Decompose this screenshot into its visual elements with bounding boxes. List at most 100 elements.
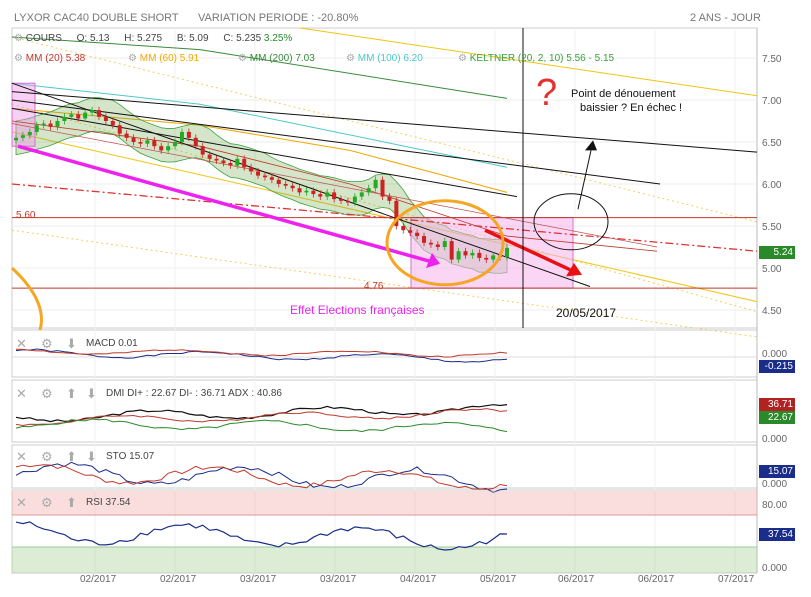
candle-body <box>256 171 261 176</box>
candle-body <box>477 252 482 258</box>
settings-icon[interactable]: ⚙ <box>458 53 467 64</box>
gear-icon[interactable]: ⚙ <box>41 449 53 464</box>
candle-body <box>318 194 323 197</box>
close-icon[interactable]: ✕ <box>16 336 27 351</box>
legend-keltner-label: KELTNER (20, 2, 10) <box>469 53 564 64</box>
candle-body <box>131 137 136 142</box>
black-circle <box>533 193 609 251</box>
macd-label: MACD 0.01 <box>86 338 138 349</box>
legend-cours-label: COURS <box>25 33 62 44</box>
arrow-down-icon[interactable]: ⬇ <box>66 336 77 351</box>
candle-body <box>463 251 468 256</box>
legend-mm100-value: 6.20 <box>403 53 423 64</box>
legend-change: 3.25% <box>263 33 293 44</box>
legend-mm200-label: MM (200) <box>249 53 293 64</box>
legend-cours[interactable]: ⚙ COURS O: 5.13 H: 5.275 B: 5.09 C: 5.23… <box>14 33 292 44</box>
settings-icon[interactable]: ⚙ <box>346 53 355 64</box>
legend-mm60-value: 5.91 <box>179 53 200 64</box>
x-tick-label: 03/2017 <box>240 574 277 585</box>
candle-body <box>380 179 385 197</box>
candle-body <box>401 226 406 231</box>
candle-body <box>214 158 219 161</box>
legend-mm100[interactable]: ⚙ MM (100) 6.20 <box>346 53 423 64</box>
x-tick-label: 06/2017 <box>638 574 675 585</box>
y-tick-label: 5.50 <box>762 222 782 233</box>
legend-mm60-label: MM (60) <box>139 53 177 64</box>
sto-k-line <box>15 461 508 493</box>
black-trend-line <box>11 91 758 153</box>
gear-icon[interactable]: ⚙ <box>41 386 53 401</box>
annotation-point-line2: baissier ? En échec ! <box>580 102 683 114</box>
rsi-axis-top: 80.00 <box>762 500 788 511</box>
last-price-badge: 5.24 <box>759 246 795 259</box>
y-tick-label: 4.50 <box>762 306 782 317</box>
settings-icon[interactable]: ⚙ <box>238 53 247 64</box>
arrow-down-icon[interactable]: ⬇ <box>86 449 97 464</box>
candle-body <box>332 192 337 200</box>
di-minus-line <box>15 408 508 427</box>
close-icon[interactable]: ✕ <box>16 386 27 401</box>
sto-badge: 15.07 <box>759 465 795 478</box>
legend-mm20-value: 5.38 <box>65 53 86 64</box>
legend-mm20[interactable]: ⚙ MM (20) 5.38 <box>14 53 85 64</box>
arrow-up-icon[interactable]: ⬆ <box>66 495 77 510</box>
red-arrow-head <box>566 262 582 277</box>
legend-high: H: 5.275 <box>124 33 163 44</box>
black-arrow-shaft <box>577 150 592 210</box>
black-trend-line <box>11 99 661 185</box>
settings-icon[interactable]: ⚙ <box>14 53 23 64</box>
settings-icon[interactable]: ⚙ <box>14 33 23 44</box>
candle-body <box>262 175 267 178</box>
pink-zone-right <box>410 217 574 289</box>
macd-signal-line <box>15 348 508 358</box>
panel-frame <box>11 444 758 489</box>
legend-mm20-label: MM (20) <box>25 53 63 64</box>
candle-body <box>179 131 184 142</box>
candle-body <box>325 192 330 197</box>
settings-icon[interactable]: ⚙ <box>128 53 137 64</box>
legend-mm200[interactable]: ⚙ MM (200) 7.03 <box>238 53 315 64</box>
gear-icon[interactable]: ⚙ <box>41 336 53 351</box>
candle-body <box>442 241 447 247</box>
trend-line-yellow <box>11 131 758 303</box>
candle-body <box>69 114 74 117</box>
candle-body <box>173 142 178 147</box>
orange-arc <box>10 266 43 331</box>
candle-body <box>186 131 191 138</box>
gear-icon[interactable]: ⚙ <box>41 495 53 510</box>
annotation-point-line1: Point de dénouement <box>571 88 676 100</box>
candle-body <box>152 140 157 147</box>
candle-body <box>408 230 413 233</box>
legend-keltner-value: 5.56 - 5.15 <box>566 53 615 64</box>
candle-body <box>103 116 108 121</box>
candle-body <box>491 255 496 260</box>
channel-line <box>11 229 758 338</box>
legend-mm60[interactable]: ⚙ MM (60) 5.91 <box>128 53 199 64</box>
close-icon[interactable]: ✕ <box>16 495 27 510</box>
x-tick-label: 07/2017 <box>718 574 755 585</box>
close-icon[interactable]: ✕ <box>16 449 27 464</box>
candle-body <box>422 236 427 243</box>
candle-body <box>62 116 67 121</box>
arrow-down-icon[interactable]: ⬇ <box>86 386 97 401</box>
arrow-up-icon[interactable]: ⬆ <box>66 386 77 401</box>
candle-body <box>304 190 309 193</box>
period-selector[interactable]: 2 ANS - JOUR <box>690 12 761 24</box>
x-tick-label: 05/2017 <box>480 574 517 585</box>
candle-body <box>339 199 344 201</box>
legend-keltner[interactable]: ⚙ KELTNER (20, 2, 10) 5.56 - 5.15 <box>458 53 614 64</box>
sto-label: STO 15.07 <box>106 451 155 462</box>
candle-body <box>373 179 378 189</box>
y-tick-label: 7.50 <box>762 54 782 65</box>
rsi-oversold-zone <box>12 547 757 573</box>
arrow-up-icon[interactable]: ⬆ <box>66 449 77 464</box>
candle-body <box>449 241 454 260</box>
x-tick-label: 03/2017 <box>320 574 357 585</box>
candle-body <box>110 121 115 126</box>
candle-body <box>435 244 440 247</box>
candle-body <box>221 160 226 163</box>
legend-mm200-value: 7.03 <box>295 53 315 64</box>
candle-body <box>193 137 198 147</box>
candle-body <box>200 146 205 155</box>
candle-body <box>83 112 88 119</box>
